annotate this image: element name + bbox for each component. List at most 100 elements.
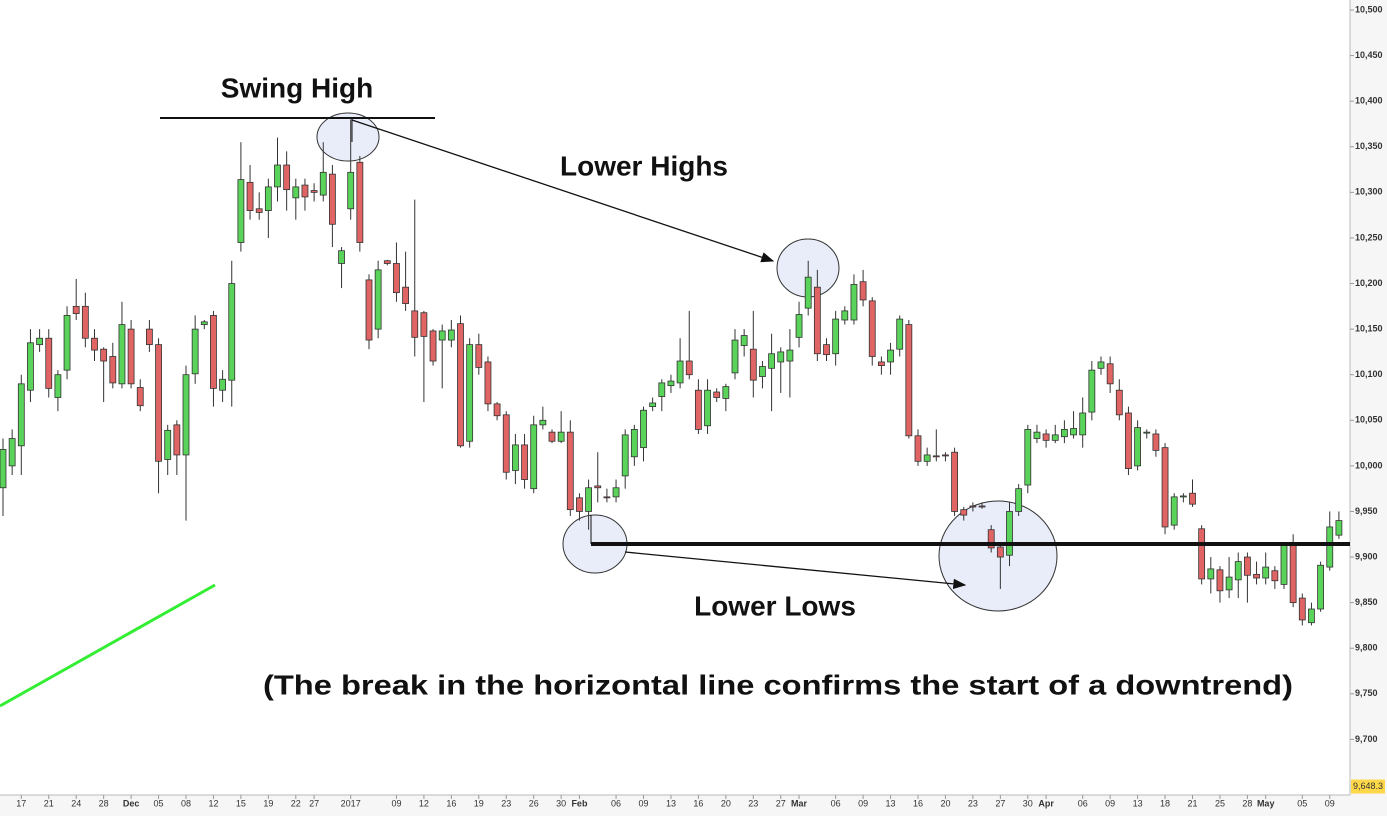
x-tick-label: May — [1257, 798, 1275, 808]
candle-body — [1152, 433, 1160, 451]
candle-body — [987, 529, 995, 549]
y-tick-label: 10,150 — [1355, 323, 1383, 333]
candle-body — [603, 496, 611, 499]
candle-body — [393, 263, 400, 294]
candle-body — [1335, 520, 1343, 536]
candle-body — [960, 509, 968, 516]
candle-body — [813, 286, 821, 355]
candle-body — [685, 360, 693, 376]
candle-body — [740, 335, 748, 346]
candle-body — [612, 487, 620, 498]
candle-body — [365, 279, 373, 341]
x-tick-label: 12 — [208, 798, 218, 808]
candle-body — [804, 276, 812, 309]
x-tick-label: 23 — [501, 798, 511, 808]
candle-body — [0, 449, 7, 489]
candle-body — [640, 409, 647, 449]
candle-body — [91, 337, 98, 351]
candle-body — [283, 164, 291, 191]
x-tick-label: Apr — [1038, 798, 1054, 808]
candle-body — [338, 250, 345, 264]
candle-body — [1097, 361, 1105, 369]
candle-body — [182, 374, 190, 456]
candle-body — [81, 305, 89, 339]
x-tick-label: 18 — [1160, 798, 1170, 808]
candle-body — [173, 424, 181, 456]
x-tick-label: 09 — [1105, 798, 1115, 808]
candle-body — [841, 310, 849, 321]
candle-body — [1051, 434, 1059, 441]
x-tick-label: 06 — [611, 798, 621, 808]
candle-body — [200, 321, 208, 325]
candle-body — [832, 318, 840, 355]
candle-body — [521, 444, 528, 480]
x-tick-label: 30 — [556, 798, 566, 808]
x-tick-label: 13 — [666, 798, 676, 808]
candle-body — [548, 431, 556, 442]
candle-body — [1042, 433, 1050, 441]
candle-body — [145, 328, 153, 346]
candle-body — [878, 361, 885, 366]
candle-body — [1061, 429, 1068, 438]
x-tick-label: 06 — [831, 798, 841, 808]
candle-body — [1271, 570, 1279, 582]
candle-body — [923, 454, 931, 462]
candle-body — [127, 328, 135, 385]
candle-body — [630, 429, 638, 458]
x-tick-label: 12 — [419, 798, 429, 808]
candle-body — [1198, 528, 1206, 580]
candle-body — [695, 389, 702, 430]
x-tick-label: 09 — [858, 798, 868, 808]
annotation: Lower Lows — [694, 590, 856, 621]
y-tick-label: 9,900 — [1355, 551, 1378, 561]
x-tick-label: 25 — [1215, 798, 1225, 808]
y-tick-label: 10,450 — [1355, 50, 1383, 60]
candle-body — [1298, 597, 1306, 621]
candle-body — [1125, 412, 1132, 470]
candles — [0, 119, 1343, 626]
candle-body — [1225, 576, 1233, 591]
candle-body — [1115, 389, 1123, 416]
candle-body — [795, 314, 803, 338]
candle-body — [8, 438, 16, 467]
candle-body — [301, 184, 309, 198]
y-tick-label: 9,750 — [1355, 688, 1378, 698]
circle — [316, 112, 380, 162]
candle-body — [1289, 544, 1297, 604]
candle-body — [1317, 564, 1324, 610]
x-tick-label: Feb — [571, 798, 588, 808]
candle-body — [17, 383, 25, 447]
candle-body — [704, 389, 711, 427]
candle-body — [246, 181, 254, 212]
arrow — [624, 551, 967, 590]
candle-body — [100, 348, 108, 362]
candle-body — [932, 455, 940, 458]
y-tick-label: 9,700 — [1355, 734, 1378, 744]
candle-body — [310, 190, 318, 193]
x-tick-label: 16 — [913, 798, 923, 808]
axes: 10,500 10,450 10,400 10,350 10,300 10,250 10,2… — [16, 4, 1385, 808]
candle-body — [1006, 511, 1013, 556]
candle-body — [566, 431, 574, 511]
annotation-shapes — [0, 117, 1350, 708]
candle-body — [1070, 428, 1077, 436]
y-tick-label: 9,800 — [1355, 643, 1378, 653]
x-axis-panel — [0, 795, 1350, 816]
candle-body — [969, 505, 977, 508]
candle-body — [27, 342, 34, 391]
y-tick-label: 10,350 — [1355, 141, 1383, 151]
candle-body — [72, 305, 80, 315]
candle-body — [1079, 412, 1087, 436]
x-tick-label: 13 — [1133, 798, 1143, 808]
candle-body — [859, 281, 867, 301]
candle-body — [319, 171, 327, 196]
candle-body — [1280, 544, 1288, 585]
candle-body — [676, 360, 684, 384]
candle-body — [54, 374, 62, 398]
x-tick-label: 09 — [1325, 798, 1335, 808]
annotation: Swing High — [221, 72, 373, 103]
candle-body — [1161, 447, 1169, 528]
candle-body — [136, 387, 144, 407]
candle-body — [557, 431, 565, 442]
